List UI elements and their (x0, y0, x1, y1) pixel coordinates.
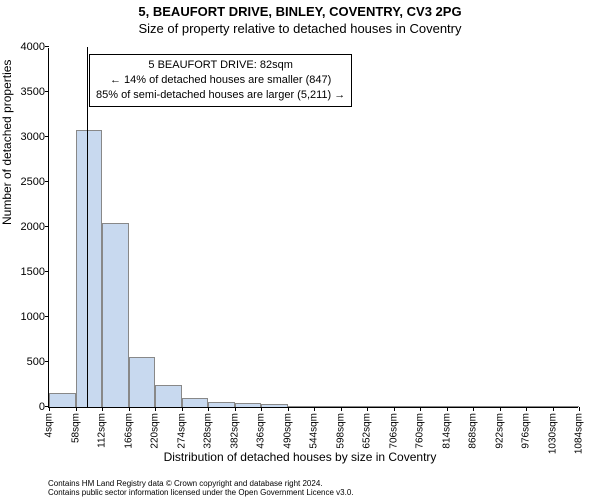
histogram-bar (447, 406, 474, 407)
y-tick-label: 500 (27, 356, 49, 368)
y-tick-mark (45, 46, 49, 47)
x-tick-mark (235, 407, 236, 411)
x-tick-label: 1030sqm (547, 413, 558, 454)
x-tick-mark (341, 407, 342, 411)
y-tick-label: 0 (39, 401, 49, 413)
x-tick-mark (500, 407, 501, 411)
x-tick-label: 760sqm (415, 413, 426, 449)
y-tick-mark (45, 226, 49, 227)
x-tick-mark (447, 407, 448, 411)
histogram-bar (314, 406, 341, 407)
x-tick-mark (129, 407, 130, 411)
x-tick-label: 976sqm (521, 413, 532, 449)
x-tick-mark (553, 407, 554, 411)
x-tick-label: 328sqm (203, 413, 214, 449)
title-subtitle: Size of property relative to detached ho… (0, 19, 600, 36)
histogram-bar (261, 404, 288, 407)
x-tick-label: 544sqm (309, 413, 320, 449)
histogram-bar (420, 406, 447, 407)
histogram-bar (155, 385, 182, 407)
x-tick-label: 4sqm (44, 413, 55, 437)
y-tick-mark (45, 136, 49, 137)
x-tick-label: 220sqm (150, 413, 161, 449)
footer-line1: Contains HM Land Registry data © Crown c… (48, 479, 354, 489)
histogram-bar (367, 406, 394, 407)
x-tick-label: 58sqm (70, 413, 81, 443)
chart-area: 050010001500200025003000350040004sqm58sq… (48, 48, 578, 408)
x-tick-label: 652sqm (362, 413, 373, 449)
x-tick-label: 868sqm (468, 413, 479, 449)
histogram-bar (341, 406, 368, 407)
x-tick-mark (182, 407, 183, 411)
annotation-line1: 5 BEAUFORT DRIVE: 82sqm (96, 58, 345, 73)
y-tick-label: 4000 (21, 41, 49, 53)
annotation-line2: ← 14% of detached houses are smaller (84… (96, 73, 345, 88)
x-tick-label: 814sqm (441, 413, 452, 449)
footer-attribution: Contains HM Land Registry data © Crown c… (48, 479, 354, 498)
x-tick-mark (420, 407, 421, 411)
x-tick-mark (102, 407, 103, 411)
x-tick-mark (473, 407, 474, 411)
x-tick-mark (367, 407, 368, 411)
histogram-bar (129, 357, 156, 407)
x-tick-mark (394, 407, 395, 411)
x-tick-mark (288, 407, 289, 411)
y-axis-label: Number of detached properties (0, 60, 14, 225)
y-tick-mark (45, 361, 49, 362)
x-tick-label: 382sqm (229, 413, 240, 449)
histogram-bar (235, 403, 262, 407)
y-tick-mark (45, 316, 49, 317)
histogram-bar (208, 402, 235, 407)
x-tick-mark (261, 407, 262, 411)
x-tick-mark (76, 407, 77, 411)
histogram-bar (394, 406, 421, 407)
x-axis-label: Distribution of detached houses by size … (0, 450, 600, 464)
histogram-bar (182, 398, 209, 407)
x-tick-label: 598sqm (335, 413, 346, 449)
histogram-bar (473, 406, 500, 407)
x-tick-mark (155, 407, 156, 411)
x-tick-mark (579, 407, 580, 411)
histogram-bar (553, 406, 580, 407)
x-tick-label: 922sqm (494, 413, 505, 449)
y-tick-mark (45, 181, 49, 182)
x-tick-label: 1084sqm (574, 413, 585, 454)
y-tick-label: 3500 (21, 86, 49, 98)
x-tick-label: 166sqm (123, 413, 134, 449)
histogram-bar (76, 130, 103, 407)
y-tick-label: 2000 (21, 221, 49, 233)
x-tick-mark (314, 407, 315, 411)
y-tick-label: 3000 (21, 131, 49, 143)
x-tick-label: 490sqm (282, 413, 293, 449)
y-tick-label: 1000 (21, 311, 49, 323)
x-tick-mark (526, 407, 527, 411)
x-tick-label: 436sqm (256, 413, 267, 449)
footer-line2: Contains public sector information licen… (48, 488, 354, 498)
histogram-bar (500, 406, 527, 407)
x-tick-label: 112sqm (97, 413, 108, 448)
y-tick-label: 1500 (21, 266, 49, 278)
x-tick-mark (49, 407, 50, 411)
chart-container: 5, BEAUFORT DRIVE, BINLEY, COVENTRY, CV3… (0, 0, 600, 500)
histogram-bar (288, 406, 315, 407)
x-tick-label: 706sqm (388, 413, 399, 449)
histogram-bar (102, 223, 129, 408)
annotation-line3: 85% of semi-detached houses are larger (… (96, 88, 345, 103)
x-tick-mark (208, 407, 209, 411)
histogram-bar (49, 393, 76, 407)
title-address: 5, BEAUFORT DRIVE, BINLEY, COVENTRY, CV3… (0, 0, 600, 19)
annotation-box: 5 BEAUFORT DRIVE: 82sqm ← 14% of detache… (89, 54, 352, 107)
y-tick-mark (45, 91, 49, 92)
y-tick-label: 2500 (21, 176, 49, 188)
x-tick-label: 274sqm (176, 413, 187, 449)
histogram-bar (526, 406, 553, 407)
y-tick-mark (45, 271, 49, 272)
